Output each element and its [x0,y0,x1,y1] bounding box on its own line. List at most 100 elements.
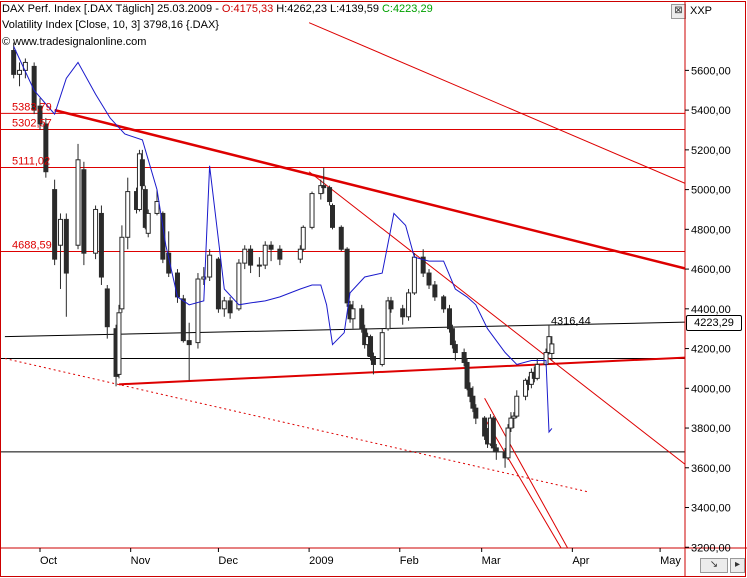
candle-body [166,252,172,274]
candle-body [93,208,99,254]
candle-body [379,332,385,365]
volatility-index-line [13,46,553,434]
resize-grip-icon[interactable]: ↘ [700,558,728,573]
candle-body [154,201,160,214]
scroll-corner-icon[interactable]: ▸ [730,558,745,573]
candle-body [180,298,186,342]
candle-body [52,189,58,260]
candle-body [447,308,452,330]
y-tick-label: 4800,00 [691,224,731,236]
last-price-tag: 4223,29 [686,315,742,331]
candle-body [195,278,201,344]
x-tick-label: Nov [131,555,151,567]
candle-body [37,105,43,125]
candle-body [215,258,221,310]
candle-body [221,300,227,310]
candle-body [461,352,467,363]
steep-down-2-line [484,417,562,548]
candle-body [321,185,327,189]
candle-body [81,169,87,254]
annotation-label: 4316,44 [551,315,591,327]
down-channel-thin-line [308,171,685,465]
candle-body [57,218,63,246]
candle-body [473,407,479,419]
candle-body [75,159,81,246]
black-trend-line [4,321,685,338]
chart-header-line-3: © www.tradesignalonline.com [2,36,147,48]
candle-body [420,256,426,274]
y-tick-label: 5000,00 [691,185,731,197]
close-value: C:4223,29 [381,3,433,15]
candle-body [119,236,125,310]
candle-body [350,308,356,320]
candle-body [11,50,17,75]
candle-body [511,415,517,419]
resistance-level-label: 5111,02 [12,156,50,168]
candle-body [300,226,306,250]
candle-body [186,340,192,346]
indicator-value: 3798,16 [143,19,183,31]
resistance-level-label: 4688,59 [12,239,52,251]
candle-body [63,218,69,274]
candle-body [490,417,496,449]
y-tick-label: 5200,00 [691,145,731,157]
candle-body [145,212,151,234]
candle-body [309,193,315,228]
candle-body [549,343,555,354]
candle-body [236,262,242,310]
candle-body [359,308,365,330]
close-chart-button[interactable]: ⊠ [671,4,686,19]
candle-body [327,187,333,203]
candle-body [406,292,412,318]
candle-body [482,417,488,437]
candle-body [508,417,514,429]
candle-body [174,272,180,298]
candle-body [297,248,303,260]
y-tick-label: 3800,00 [691,423,731,435]
x-tick-label: 2009 [309,555,333,567]
y-tick-label: 4400,00 [691,304,731,316]
indicator-ref: {.DAX} [185,19,219,31]
x-tick-label: May [660,555,681,567]
indicator-name: Volatility Index [Close, 10, 3] [2,19,141,31]
candle-body [125,191,131,238]
y-tick-label: 4000,00 [691,383,731,395]
candle-body [505,427,511,459]
upper-trend-thick-line [54,108,685,270]
candle-body [139,159,145,187]
chart-header-line-1: DAX Perf. Index [.DAX Täglich] 25.03.200… [2,3,436,16]
axis-menu-label[interactable]: XXP [690,5,713,17]
candle-body [207,254,213,278]
candle-body [142,189,148,228]
candle-body [534,363,540,379]
candle-body [449,328,455,346]
x-tick-label: Apr [572,555,589,567]
candle-body [400,308,406,318]
x-tick-label: Feb [400,555,419,567]
y-tick-label: 3200,00 [691,542,731,554]
candle-body [338,226,344,250]
y-tick-label: 4600,00 [691,264,731,276]
y-tick-label: 3400,00 [691,503,731,515]
candle-body [256,264,262,267]
high-value: H:4262,23 [276,3,327,15]
low-value: L:4139,59 [330,3,379,15]
upper-channel-thin-line [308,22,685,184]
candle-body [104,288,110,328]
y-tick-label: 3600,00 [691,463,731,475]
lower-support-thick-line [118,356,685,386]
candle-body [268,244,274,250]
resistance-level-label: 5383,79 [12,101,52,113]
candle-body [368,336,374,358]
candle-body [464,361,470,389]
open-value: O:4175,33 [221,3,274,15]
candle-body [17,69,23,75]
candle-body [467,387,473,397]
candle-body [523,379,529,397]
resistance-level-label: 5302,57 [12,117,52,129]
candle-body [43,123,49,173]
candle-body [441,296,447,310]
candle-body [116,312,122,375]
